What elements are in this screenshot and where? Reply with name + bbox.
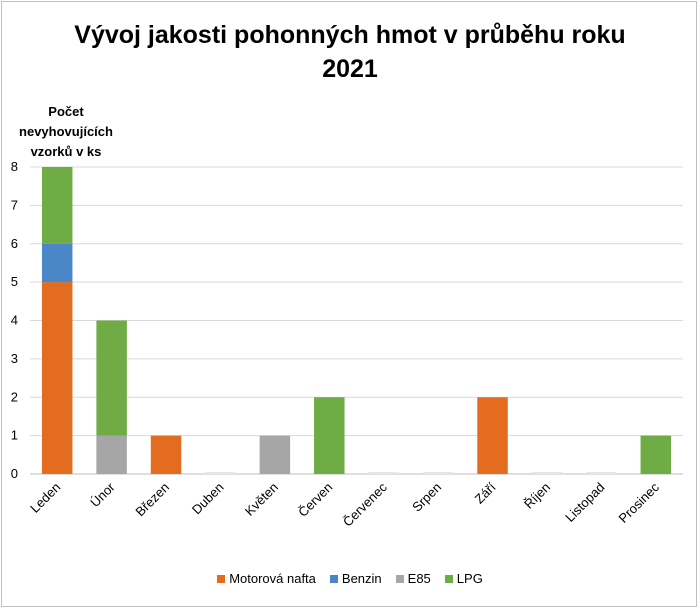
bar-rijen-zero	[531, 472, 563, 474]
bar-kveten-e85	[259, 435, 291, 474]
x-tick-label-listopad: Listopad	[562, 480, 607, 525]
legend-item-e85: E85	[395, 571, 431, 586]
legend: Motorová nafta Benzin E85 LPG	[0, 571, 700, 586]
bar-leden-lpg	[41, 167, 73, 244]
bar-cervenec-zero	[368, 472, 399, 474]
legend-item-benzin: Benzin	[329, 571, 382, 586]
y-axis-label-line-1: Počet	[48, 104, 84, 119]
x-tick-label-cervenec: Červenec	[340, 479, 390, 529]
y-axis-label-line-3: vzorků v ks	[30, 144, 102, 159]
legend-swatch-lpg	[444, 574, 453, 583]
bar-leden-benzin	[41, 243, 73, 283]
bar-srpen-zero	[422, 472, 454, 474]
legend-label-lpg: LPG	[456, 571, 483, 586]
y-tick-label-4: 4	[11, 313, 18, 328]
legend-swatch-benzin	[329, 574, 338, 583]
chart-title-line-1: Vývoj jakosti pohonných hmot v průběhu r…	[74, 21, 626, 49]
y-tick-label-0: 0	[11, 466, 18, 481]
bar-unor-e85	[96, 435, 127, 474]
x-tick-label-unor: Únor	[87, 479, 118, 510]
chart-title-line-2: 2021	[322, 55, 378, 83]
bar-prosinec-lpg	[640, 435, 672, 474]
x-tick-label-zari: Září	[472, 479, 499, 506]
legend-swatch-motorova-nafta	[217, 574, 226, 583]
x-tick-label-rijen: Říjen	[521, 480, 553, 512]
bar-duben-zero	[205, 472, 236, 474]
legend-item-motorova-nafta: Motorová nafta	[217, 571, 316, 586]
bar-listopad-zero	[586, 472, 617, 474]
x-tick-label-prosinec: Prosinec	[616, 479, 663, 526]
legend-item-lpg: LPG	[444, 571, 483, 586]
y-tick-label-1: 1	[11, 428, 18, 443]
legend-label-e85: E85	[407, 571, 431, 586]
x-tick-label-duben: Duben	[189, 480, 227, 518]
bar-zari-motorova-nafta	[477, 397, 508, 474]
x-tick-label-cerven: Červen	[295, 480, 335, 520]
bar-cerven-lpg	[314, 397, 345, 474]
legend-label-benzin: Benzin	[341, 571, 382, 586]
y-tick-label-2: 2	[11, 389, 18, 404]
y-tick-label-8: 8	[11, 159, 18, 174]
bar-brezen-motorova-nafta	[150, 435, 182, 474]
y-tick-label-5: 5	[11, 274, 18, 289]
chart-title: Vývoj jakosti pohonných hmot v průběhu r…	[0, 18, 700, 86]
x-tick-label-brezen: Březen	[132, 480, 172, 520]
x-tick-label-srpen: Srpen	[409, 480, 444, 515]
x-tick-label-leden: Leden	[27, 480, 63, 516]
y-tick-label-6: 6	[11, 236, 18, 251]
x-tick-label-kveten: Květen	[242, 480, 281, 519]
bar-leden-motorova-nafta	[41, 282, 73, 474]
legend-label-motorova-nafta: Motorová nafta	[229, 571, 316, 586]
y-axis-label: Počet nevyhovujících vzorků v ks	[6, 102, 126, 162]
y-tick-label-7: 7	[11, 197, 18, 212]
bar-unor-lpg	[96, 320, 127, 436]
legend-swatch-e85	[395, 574, 404, 583]
y-tick-label-3: 3	[11, 351, 18, 366]
y-axis-label-line-2: nevyhovujících	[19, 124, 113, 139]
